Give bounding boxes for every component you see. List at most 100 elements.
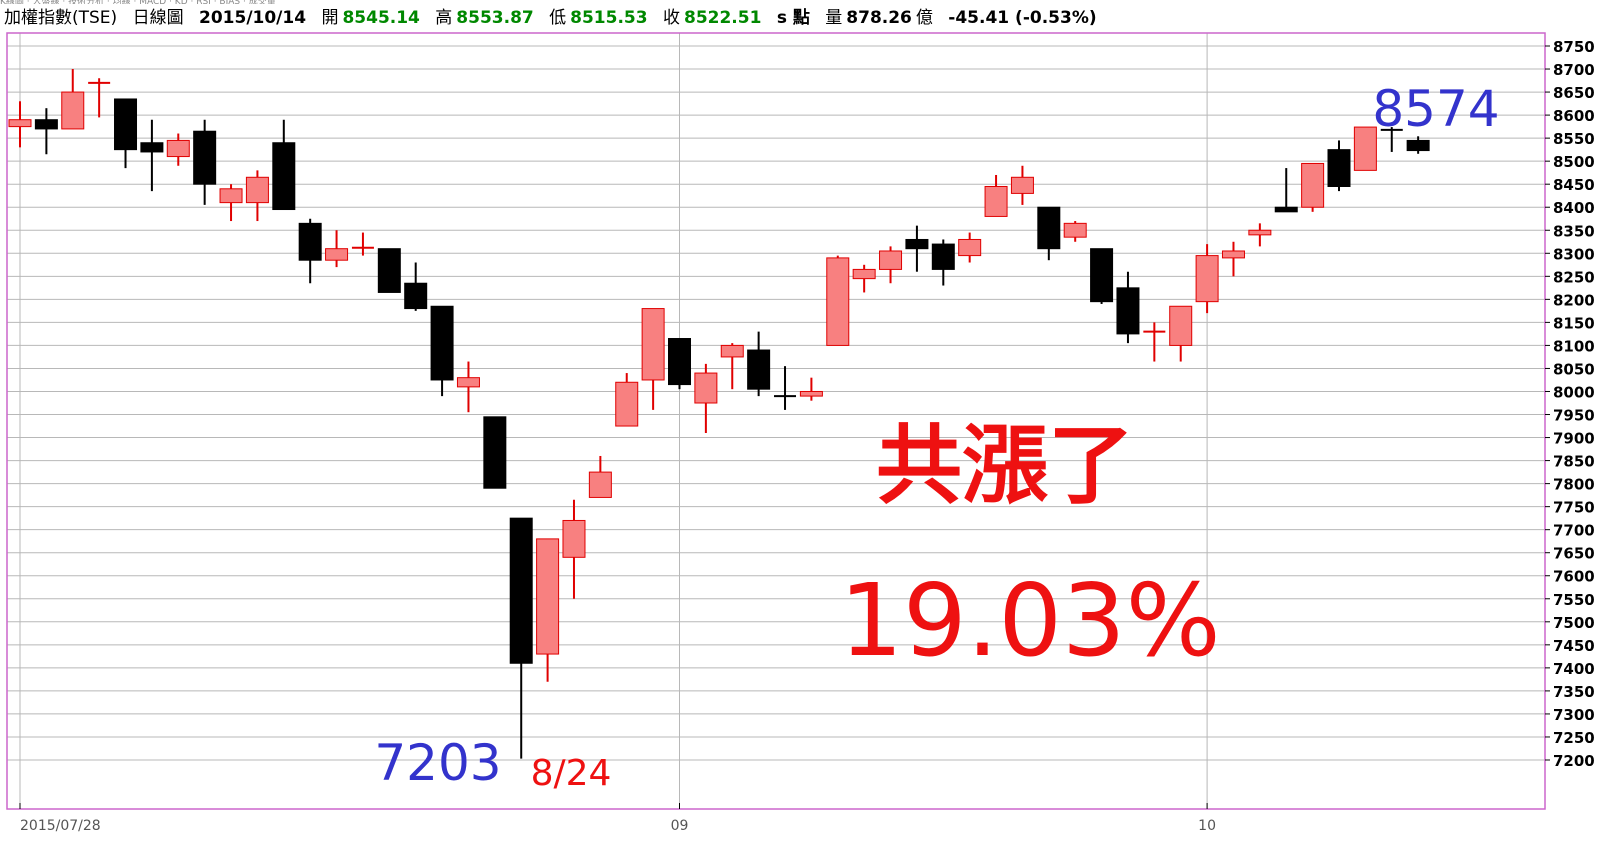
y-tick-label: 8450 [1553, 176, 1595, 194]
candle-body [747, 349, 771, 390]
grid-lines [7, 33, 1545, 809]
candle-body [984, 185, 1008, 217]
candle-body [1274, 206, 1298, 213]
y-tick-label: 7550 [1553, 591, 1595, 609]
candle-body [588, 471, 612, 498]
y-tick-label: 7850 [1553, 453, 1595, 471]
y-tick-label: 8250 [1553, 268, 1595, 286]
candle-up [456, 361, 480, 413]
candle-body [34, 119, 58, 130]
candle-body [562, 519, 586, 558]
candle-up [1010, 165, 1034, 205]
candle-up [641, 308, 665, 410]
volume-unit: 億 [915, 8, 933, 28]
candle-up [1195, 244, 1219, 314]
candle-body [905, 238, 929, 250]
candle-up [61, 69, 85, 130]
candle-body [826, 257, 850, 346]
candle-body [1010, 176, 1034, 194]
y-tick-label: 7500 [1553, 614, 1595, 632]
candle-body [1248, 229, 1272, 236]
x-tick-label: 2015/07/28 [20, 818, 101, 834]
candle-up [1063, 221, 1087, 242]
candle-body [1037, 206, 1061, 250]
candle-body [193, 130, 217, 185]
index-name: 加權指數(TSE) [4, 8, 118, 28]
y-tick-label: 8650 [1553, 84, 1595, 102]
candle-body [1195, 255, 1219, 303]
candle-up [245, 170, 269, 222]
x-axis: 2015/07/28 09 10 [19, 803, 1216, 834]
y-tick-label: 8400 [1553, 199, 1595, 217]
y-axis: 8750 8700 8650 8600 8550 8500 8450 8400 8350 8300… [1545, 38, 1595, 770]
candle-up [1169, 305, 1193, 362]
quote-date: 2015/10/14 [199, 8, 307, 28]
candle-up [166, 133, 190, 166]
candle-body [615, 381, 639, 427]
quote-header: K線圖 · 大盤線 · 技術分析 · 均線 · MACD · KD · RSI … [0, 0, 1613, 32]
y-tick-label: 7200 [1553, 752, 1595, 770]
y-tick-label: 8750 [1553, 38, 1595, 56]
quote-row: 加權指數(TSE) 日線圖 2015/10/14 開 8545.14 高 8553.… [4, 8, 1107, 28]
candle-body [958, 238, 982, 257]
candle-down [931, 239, 955, 286]
change-value: -45.41 (-0.53%) [948, 8, 1097, 28]
candle-down [905, 225, 929, 272]
y-tick-label: 8550 [1553, 130, 1595, 148]
candle-down [377, 248, 401, 293]
candle-down [193, 119, 217, 205]
close-label: 收 [662, 8, 680, 28]
candle-up [8, 101, 32, 148]
candle-up [694, 363, 718, 433]
candle-body [483, 416, 507, 489]
candle-body [852, 268, 876, 280]
candle-up [1248, 223, 1272, 247]
y-tick-label: 8000 [1553, 383, 1595, 401]
y-tick-label: 8300 [1553, 245, 1595, 263]
candle-up [1353, 126, 1377, 171]
candle-down [1380, 127, 1403, 152]
y-tick-label: 7650 [1553, 545, 1595, 563]
y-tick-label: 7250 [1553, 729, 1595, 747]
open-label: 開 [321, 8, 339, 28]
candle-up [958, 232, 982, 263]
y-tick-label: 7800 [1553, 476, 1595, 494]
toolbar-strip[interactable]: K線圖 · 大盤線 · 技術分析 · 均線 · MACD · KD · RSI … [0, 0, 700, 4]
candle-down [272, 119, 296, 211]
candle-down [1037, 206, 1061, 261]
candle-body [694, 372, 718, 404]
candle-body [1063, 222, 1087, 238]
candle-down [298, 218, 322, 284]
candle-body [536, 538, 560, 655]
y-tick-label: 7700 [1553, 522, 1595, 540]
candle-up [720, 343, 744, 390]
candle-up [852, 264, 876, 293]
candle-up [799, 377, 823, 401]
candle-down [483, 416, 507, 489]
candle-down [1274, 168, 1298, 213]
candle-down [1406, 136, 1430, 154]
candle-body [641, 308, 665, 381]
candle-body [298, 222, 322, 261]
candle-body [245, 176, 269, 204]
candle-body [1169, 305, 1193, 346]
annotation-high-value: 8574 [1372, 80, 1499, 138]
candle-down [1143, 322, 1166, 362]
candle-down [1327, 140, 1351, 192]
annotation-low-value: 7203 [374, 734, 501, 792]
unit-label: s 點 [776, 8, 810, 28]
candles [8, 69, 1430, 759]
high-value: 8553.87 [456, 8, 534, 28]
candle-body [509, 517, 533, 664]
candle-down [774, 366, 797, 410]
candle-body [720, 344, 744, 358]
y-tick-label: 7900 [1553, 430, 1595, 448]
close-value: 8522.51 [683, 8, 762, 28]
volume-value: 878.26 [846, 8, 912, 28]
candle-body [325, 248, 349, 261]
candle-down [1116, 271, 1140, 344]
candle-body [430, 305, 454, 381]
candle-down [747, 331, 771, 397]
y-tick-label: 7350 [1553, 683, 1595, 701]
